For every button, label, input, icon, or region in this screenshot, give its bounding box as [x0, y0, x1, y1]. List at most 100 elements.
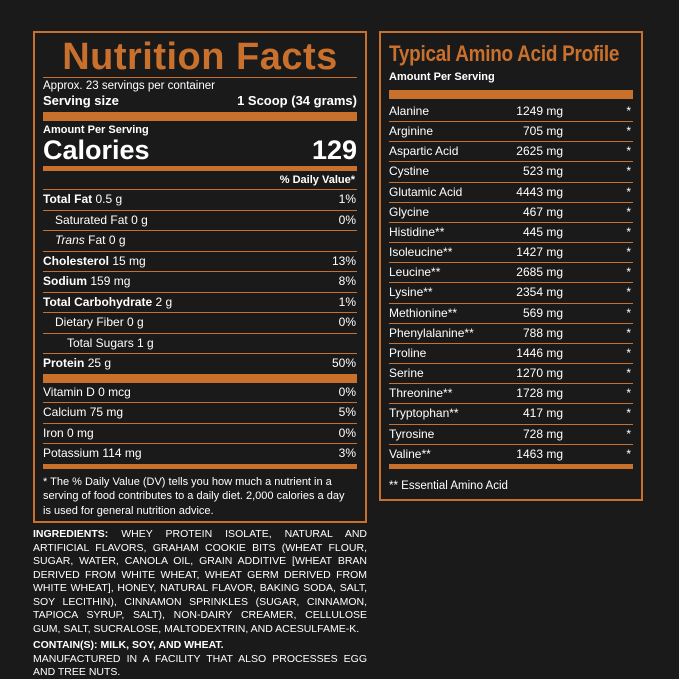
- amino-name: Glutamic Acid: [389, 184, 463, 199]
- amino-mark: *: [626, 184, 631, 199]
- nutrient-dv: 1%: [338, 192, 356, 206]
- nutrient-name: Saturated Fat: [55, 212, 128, 227]
- nutrient-dv: 50%: [331, 356, 356, 370]
- amino-row: Lysine** 2354 mg *: [389, 282, 633, 302]
- contains-statement: CONTAIN(S): MILK, SOY, AND WHEAT.: [33, 639, 224, 651]
- divider: [43, 77, 357, 78]
- amino-name: Histidine**: [389, 224, 445, 239]
- nutrient-name: Dietary Fiber: [55, 315, 124, 329]
- amino-value: 705 mg: [522, 124, 563, 139]
- nutrient-amount: 0 g: [108, 233, 126, 247]
- amino-row: Arginine 705 mg *: [389, 121, 633, 141]
- amino-value: 1446 mg: [516, 345, 563, 360]
- amino-value: 467 mg: [522, 204, 563, 219]
- serving-size-row: Serving size 1 Scoop (34 grams): [43, 93, 357, 112]
- nutrient-name: Calcium: [43, 405, 87, 419]
- amino-mark: *: [626, 265, 631, 280]
- amino-mark: *: [626, 345, 631, 360]
- nutrient-dv: 1%: [338, 294, 356, 309]
- amino-row: Valine** 1463 mg *: [389, 443, 633, 464]
- amino-name: Aspartic Acid: [389, 144, 459, 159]
- thick-divider: [43, 112, 357, 121]
- nutrient-name: Iron: [43, 425, 64, 440]
- nutrient-row-cholesterol: Cholesterol 15 mg 13%: [43, 250, 357, 272]
- amino-acid-list: Alanine 1249 mg * Arginine 705 mg * Aspartic…: [389, 102, 633, 464]
- amino-mark: *: [626, 446, 631, 461]
- amino-row: Threonine** 1728 mg *: [389, 383, 633, 403]
- amino-name: Methionine**: [389, 305, 458, 320]
- calories-value: 129: [311, 135, 357, 165]
- nutrient-dv: 0%: [338, 212, 356, 227]
- amino-name: Cystine: [389, 164, 430, 179]
- amino-name: Lysine**: [389, 285, 433, 300]
- nutrient-amount: 0 g: [131, 212, 148, 227]
- amino-value: 1249 mg: [516, 104, 563, 118]
- amino-name: Tyrosine: [389, 426, 435, 441]
- amino-value: 1270 mg: [516, 366, 563, 381]
- nutrient-dv: 0%: [338, 425, 356, 440]
- amino-mark: *: [626, 325, 631, 340]
- nutrient-amount: 75 mg: [89, 405, 124, 419]
- daily-value-footnote: * The % Daily Value (DV) tells you how m…: [43, 475, 345, 517]
- amount-per-serving: Amount Per Serving: [43, 124, 149, 136]
- amino-row: Phenylalanine** 788 mg *: [389, 322, 633, 343]
- amino-mark: *: [626, 305, 631, 320]
- amino-row: Proline 1446 mg *: [389, 342, 633, 363]
- daily-value-header: % Daily Value*: [279, 174, 355, 186]
- amino-row: Isoleucine** 1427 mg *: [389, 242, 633, 262]
- ingredients-block: INGREDIENTS: WHEY PROTEIN ISOLATE, NATUR…: [33, 528, 367, 679]
- amino-row: Tryptophan** 417 mg *: [389, 403, 633, 423]
- amino-mark: *: [626, 104, 631, 118]
- amino-name: Glycine: [389, 204, 430, 219]
- calories-row: Calories 129: [43, 136, 357, 166]
- nutrient-amount: 0 g: [127, 315, 144, 329]
- nutrient-amount: 15 mg: [112, 253, 146, 268]
- ingredients-text-block: INGREDIENTS: WHEY PROTEIN ISOLATE, NATUR…: [33, 528, 367, 636]
- nutrient-row-calcium: Calcium 75 mg 5%: [43, 402, 357, 423]
- essential-amino-footnote: ** Essential Amino Acid: [389, 479, 508, 492]
- amino-value: 4443 mg: [516, 184, 563, 199]
- facility-statement: MANUFACTURED IN A FACILITY THAT ALSO PRO…: [33, 652, 367, 679]
- nutrition-facts-panel: Nutrition Facts Approx. 23 servings per …: [33, 31, 367, 523]
- nutrient-dv: 3%: [338, 446, 356, 460]
- nutrient-amount: 2 g: [155, 294, 173, 309]
- nutrient-row-saturated-fat: Saturated Fat 0 g 0%: [43, 209, 357, 231]
- calories-label: Calories: [43, 135, 150, 165]
- amino-value: 2685 mg: [516, 265, 563, 280]
- nutrition-facts-title: Nutrition Facts: [62, 36, 338, 78]
- amino-name: Serine: [389, 366, 424, 381]
- nutrient-name: Potassium: [43, 446, 100, 460]
- amino-value: 788 mg: [522, 325, 563, 340]
- nutrient-dv: 8%: [338, 274, 356, 288]
- nutrient-name: Vitamin D: [43, 384, 95, 399]
- amino-name: Leucine**: [389, 265, 441, 280]
- amino-row: Cystine 523 mg *: [389, 161, 633, 181]
- amino-amount-per-serving: Amount Per Serving: [389, 71, 495, 83]
- amino-name: Valine**: [389, 446, 431, 461]
- amino-mark: *: [626, 426, 631, 441]
- amino-mark: *: [626, 124, 631, 139]
- thick-divider: [389, 90, 633, 99]
- serving-size-label: Serving size: [43, 93, 119, 108]
- amino-row: Tyrosine 728 mg *: [389, 423, 633, 444]
- nutrient-row-total-fat: Total Fat 0.5 g 1%: [43, 189, 357, 210]
- nutrient-dv: 0%: [338, 315, 356, 329]
- amino-mark: *: [626, 406, 631, 421]
- nutrient-amount: 1 g: [137, 335, 154, 350]
- amino-name: Threonine**: [389, 386, 453, 401]
- amino-row: Methionine** 569 mg *: [389, 302, 633, 323]
- amino-mark: *: [626, 164, 631, 179]
- amino-row: Leucine** 2685 mg *: [389, 262, 633, 282]
- amino-mark: *: [626, 224, 631, 239]
- nutrient-row-protein: Protein 25 g 50%: [43, 353, 357, 374]
- nutrient-name: Total Fat: [43, 192, 93, 206]
- medium-divider: [43, 166, 357, 171]
- amino-acid-panel: Typical Amino Acid Profile Amount Per Se…: [379, 31, 643, 501]
- nutrient-name: Total Sugars: [67, 335, 134, 350]
- nutrient-row-dietary-fiber: Dietary Fiber 0 g 0%: [43, 312, 357, 333]
- amino-value: 1728 mg: [516, 386, 563, 401]
- amino-name: Tryptophan**: [389, 406, 459, 421]
- amino-row: Alanine 1249 mg *: [389, 102, 633, 121]
- amino-mark: *: [626, 144, 631, 159]
- nutrient-name-suffix: Fat: [88, 233, 106, 247]
